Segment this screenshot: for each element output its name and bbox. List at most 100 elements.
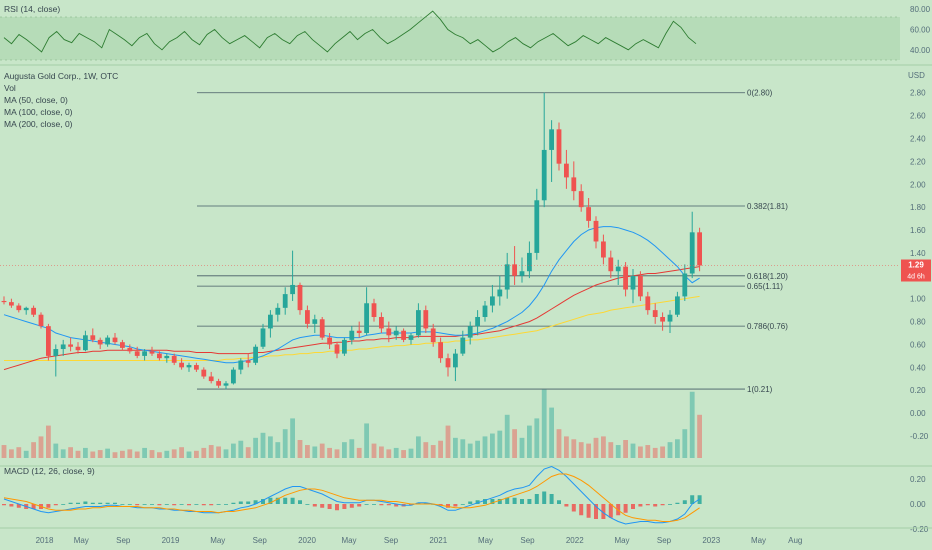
- candle-body: [349, 330, 355, 340]
- time-tick-label: 2019: [162, 536, 180, 545]
- volume-bar: [645, 445, 651, 458]
- volume-bar: [349, 439, 355, 458]
- volume-bar: [697, 414, 702, 458]
- macd-label: MACD (12, 26, close, 9): [4, 466, 95, 476]
- time-tick-label: May: [614, 536, 629, 545]
- volume-bar: [208, 445, 214, 458]
- volume-bar: [453, 437, 458, 458]
- volume-bar: [260, 432, 266, 458]
- macd-histogram-bar: [475, 500, 480, 504]
- candle-body: [578, 191, 584, 208]
- volume-bar: [408, 448, 414, 458]
- symbol-title: Augusta Gold Corp., 1W, OTC: [4, 71, 118, 81]
- macd-histogram-bar: [68, 502, 73, 504]
- macd-histogram-bar: [150, 504, 154, 505]
- time-tick-label: May: [210, 536, 225, 545]
- candle-body: [157, 353, 162, 359]
- candle-body: [171, 355, 177, 363]
- volume-bar: [578, 442, 584, 458]
- candle-body: [53, 349, 59, 356]
- macd-histogram-bar: [645, 504, 650, 506]
- time-tick-label: Sep: [657, 536, 672, 545]
- volume-bar: [23, 450, 29, 458]
- fib-level-label: 0.618(1.20): [747, 272, 788, 281]
- candle-body: [556, 129, 562, 164]
- price-tick-label: 1.40: [910, 249, 926, 258]
- price-tick-label: 0.60: [910, 340, 926, 349]
- rsi-pane[interactable]: RSI (14, close) 80.00 60.00 40.00: [0, 4, 931, 61]
- macd-pane[interactable]: MACD (12, 26, close, 9) 0.20 0.00 -0.20: [2, 465, 929, 534]
- volume-bar: [112, 452, 118, 458]
- candle-body: [120, 342, 125, 348]
- candle-body: [186, 365, 192, 368]
- candle-body: [482, 305, 488, 317]
- fib-retracement[interactable]: 0(2.80) 0.382(1.81) 0.618(1.20)0.65(1.11) 0…: [197, 89, 788, 394]
- macd-histogram-bar: [357, 504, 362, 507]
- candle-body: [201, 369, 207, 377]
- volume-bar: [342, 442, 347, 458]
- volume-bar: [430, 445, 436, 458]
- indicator-label: Vol: [4, 83, 16, 93]
- volume-bar: [675, 439, 680, 458]
- volume-bar: [334, 449, 340, 458]
- candle-body: [31, 307, 36, 315]
- fib-level-label: 0.382(1.81): [747, 202, 788, 211]
- last-price-value: 1.29: [908, 261, 924, 270]
- volume-bar: [75, 450, 81, 458]
- macd-histogram-bar: [31, 504, 36, 509]
- candle-body: [297, 284, 303, 311]
- rsi-label: RSI (14, close): [4, 4, 60, 14]
- candle-body: [342, 339, 347, 354]
- volume-bar: [682, 429, 688, 458]
- macd-histogram-bar: [512, 497, 517, 504]
- volume-bar: [608, 442, 614, 458]
- candle-body: [260, 328, 266, 347]
- candle-body: [571, 177, 577, 192]
- volume-bar: [586, 443, 591, 458]
- volume-bar: [327, 447, 332, 458]
- candle-body: [127, 347, 133, 352]
- macd-histogram-bar: [660, 504, 665, 506]
- price-tick-label: 1.60: [910, 226, 926, 235]
- indicator-label: MA (50, close, 0): [4, 95, 68, 105]
- macd-histogram-bar: [201, 504, 206, 506]
- macd-histogram-bar: [653, 504, 658, 507]
- volume-bar: [223, 449, 229, 458]
- candle-body: [660, 316, 665, 322]
- macd-histogram-bar: [438, 504, 443, 506]
- volume-bar: [386, 449, 392, 458]
- volume-bar: [171, 449, 177, 458]
- time-tick-label: May: [74, 536, 89, 545]
- volume-bar: [652, 447, 658, 458]
- candle-body: [682, 273, 688, 297]
- macd-histogram-bar: [623, 504, 628, 513]
- candle-body: [105, 337, 110, 345]
- candle-body: [268, 314, 273, 329]
- macd-histogram-bar: [90, 502, 95, 504]
- macd-histogram-bar: [446, 504, 450, 508]
- macd-histogram-bar: [564, 504, 569, 507]
- candle-body: [475, 316, 480, 327]
- candle-body: [290, 284, 295, 295]
- candle-body: [638, 275, 643, 297]
- macd-histogram-bar: [135, 504, 140, 506]
- candle-body: [164, 355, 170, 359]
- macd-histogram-bar: [616, 504, 621, 516]
- macd-histogram-bar: [142, 504, 147, 505]
- candle-body: [305, 310, 310, 324]
- price-tick-label: -0.20: [910, 432, 929, 441]
- rsi-band: [0, 17, 900, 60]
- price-tick-label: 0.00: [910, 409, 926, 418]
- volume-bar: [519, 437, 525, 458]
- price-pane[interactable]: Augusta Gold Corp., 1W, OTC Vol MA (50, c…: [0, 71, 931, 458]
- macd-histogram-bar: [127, 504, 132, 505]
- price-tag-box: [901, 259, 931, 282]
- price-tick-label: 0.20: [910, 386, 926, 395]
- volume-bar: [282, 429, 288, 458]
- fib-level-label: 1(0.21): [747, 385, 773, 394]
- macd-tick-label: -0.20: [910, 525, 929, 534]
- time-tick-label: 2021: [429, 536, 447, 545]
- candle-body: [223, 383, 229, 386]
